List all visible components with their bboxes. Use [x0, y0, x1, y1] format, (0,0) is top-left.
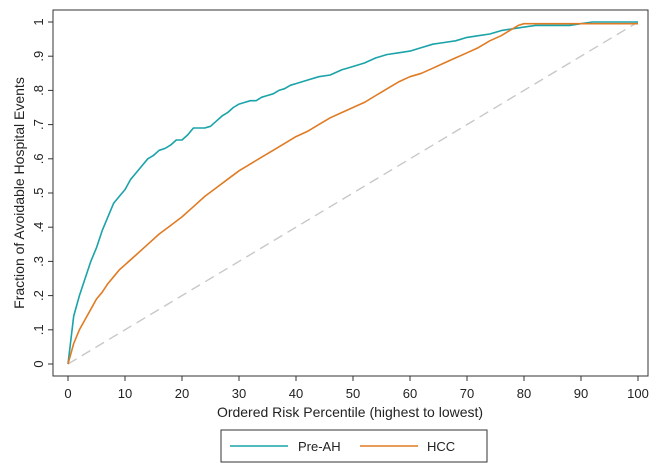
y-tick-label: 0 [31, 360, 46, 367]
x-tick-label: 10 [118, 386, 132, 401]
legend: Pre-AH HCC [220, 429, 488, 463]
legend-label: Pre-AH [298, 439, 341, 454]
plot-frame [52, 9, 649, 377]
x-tick-label: 90 [574, 386, 588, 401]
x-tick-label: 80 [517, 386, 531, 401]
x-tick-label: 60 [403, 386, 417, 401]
y-tick-label: .3 [31, 256, 46, 267]
y-tick-label: .4 [31, 222, 46, 233]
y-tick-label: .9 [31, 51, 46, 62]
axes: 0 10 20 30 40 50 60 70 80 90 100 0 .1 .2 .3 .4 .5 .6 .7 .8.… [31, 9, 649, 401]
x-tick-label: 100 [627, 386, 649, 401]
x-tick-label: 70 [460, 386, 474, 401]
y-tick-label: .7 [31, 119, 46, 130]
legend-label: HCC [427, 439, 455, 454]
series-line-hcc [67, 22, 638, 365]
y-tick-label: .6 [31, 153, 46, 164]
x-tick-label: 40 [289, 386, 303, 401]
y-tick-label: .8 [31, 85, 46, 96]
y-axis-title: Fraction of Avoidable Hospital Events [11, 77, 27, 309]
y-tick-label: .5 [31, 188, 46, 199]
x-tick-label: 20 [175, 386, 189, 401]
x-tick-label: 30 [232, 386, 246, 401]
y-tick-label: .1 [31, 324, 46, 335]
y-tick-label: 1 [31, 18, 46, 25]
y-tick-label: .2 [31, 290, 46, 301]
series-line-pre-ah [67, 21, 638, 365]
x-tick-label: 50 [346, 386, 360, 401]
series-layer [67, 21, 639, 365]
x-axis-title: Ordered Risk Percentile (highest to lowe… [217, 404, 483, 420]
x-tick-label: 0 [64, 386, 71, 401]
reference-line [67, 21, 639, 365]
